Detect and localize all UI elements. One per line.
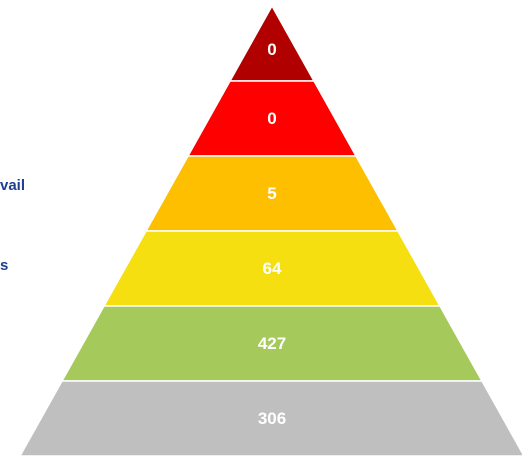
pyramid-level-value: 5 <box>267 184 276 203</box>
pyramid-level-value: 306 <box>258 409 286 428</box>
pyramid-level-value: 0 <box>267 40 276 59</box>
side-label: vail <box>0 177 26 194</box>
pyramid-level <box>19 380 522 456</box>
pyramid-level-value: 64 <box>263 259 282 278</box>
side-label: s <box>0 257 9 274</box>
pyramid-level-value: 427 <box>258 334 286 353</box>
pyramid-level-value: 0 <box>267 109 276 128</box>
